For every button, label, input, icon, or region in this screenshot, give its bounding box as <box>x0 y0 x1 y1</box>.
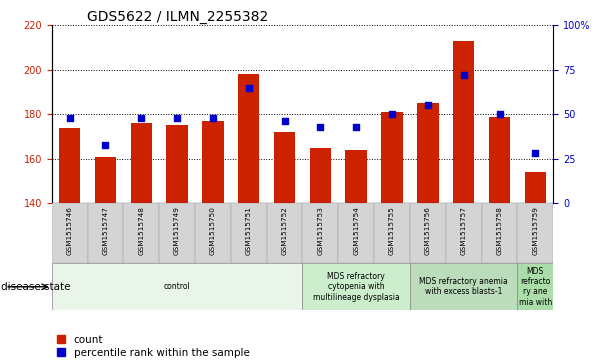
Point <box>531 151 541 156</box>
Point <box>244 85 254 90</box>
Point <box>208 115 218 121</box>
Bar <box>453 41 474 203</box>
Bar <box>309 148 331 203</box>
Bar <box>167 126 188 203</box>
Bar <box>52 263 302 310</box>
Point <box>387 111 397 117</box>
Bar <box>202 121 224 203</box>
Bar <box>525 172 546 203</box>
Bar <box>274 132 295 203</box>
Text: GSM1515750: GSM1515750 <box>210 206 216 255</box>
Point <box>495 111 505 117</box>
Bar <box>267 203 302 263</box>
Point <box>172 115 182 121</box>
Bar <box>88 203 123 263</box>
Bar <box>489 117 510 203</box>
Text: GSM1515754: GSM1515754 <box>353 206 359 255</box>
Text: GSM1515748: GSM1515748 <box>138 206 144 255</box>
Text: GDS5622 / ILMN_2255382: GDS5622 / ILMN_2255382 <box>87 11 268 24</box>
Bar <box>482 203 517 263</box>
Text: MDS refractory
cytopenia with
multilineage dysplasia: MDS refractory cytopenia with multilinea… <box>313 272 399 302</box>
Point <box>280 119 289 125</box>
Bar <box>95 156 116 203</box>
Bar <box>338 203 374 263</box>
Text: GSM1515752: GSM1515752 <box>282 206 288 255</box>
Bar <box>231 203 267 263</box>
Legend: count, percentile rank within the sample: count, percentile rank within the sample <box>57 335 249 358</box>
Bar <box>302 203 338 263</box>
Point <box>351 124 361 130</box>
Bar <box>195 203 231 263</box>
Text: GSM1515756: GSM1515756 <box>425 206 431 255</box>
Text: GSM1515746: GSM1515746 <box>67 206 72 255</box>
Text: MDS refractory anemia
with excess blasts-1: MDS refractory anemia with excess blasts… <box>420 277 508 297</box>
Text: GSM1515758: GSM1515758 <box>497 206 503 255</box>
Point <box>136 115 146 121</box>
Bar <box>374 203 410 263</box>
Bar <box>381 112 402 203</box>
Bar <box>52 203 88 263</box>
Text: control: control <box>164 282 190 291</box>
Bar <box>517 203 553 263</box>
Bar <box>123 203 159 263</box>
Point <box>316 124 325 130</box>
Text: GSM1515759: GSM1515759 <box>533 206 538 255</box>
Bar <box>410 203 446 263</box>
Bar <box>517 263 553 310</box>
Bar <box>410 263 517 310</box>
Text: GSM1515753: GSM1515753 <box>317 206 323 255</box>
Point <box>423 102 433 108</box>
Text: GSM1515755: GSM1515755 <box>389 206 395 255</box>
Bar <box>59 128 80 203</box>
Point <box>100 142 110 147</box>
Text: GSM1515751: GSM1515751 <box>246 206 252 255</box>
Bar <box>446 203 482 263</box>
Text: GSM1515757: GSM1515757 <box>461 206 467 255</box>
Text: MDS
refracto
ry ane
mia with: MDS refracto ry ane mia with <box>519 267 552 307</box>
Point <box>459 72 469 78</box>
Point <box>64 115 74 121</box>
Bar <box>159 203 195 263</box>
Bar <box>302 263 410 310</box>
Bar <box>345 150 367 203</box>
Text: GSM1515749: GSM1515749 <box>174 206 180 255</box>
Bar <box>238 74 260 203</box>
Text: GSM1515747: GSM1515747 <box>102 206 108 255</box>
Bar <box>417 103 438 203</box>
Bar <box>131 123 152 203</box>
Text: disease state: disease state <box>1 282 70 292</box>
